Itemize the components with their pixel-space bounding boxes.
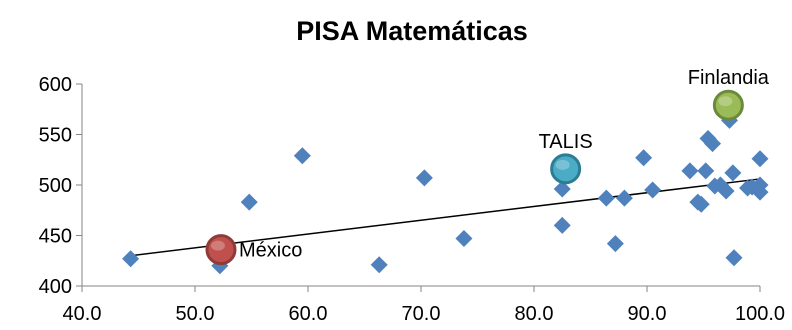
data-point (751, 150, 769, 168)
y-tick-label: 400 (39, 276, 72, 298)
data-point (615, 189, 633, 207)
data-point (455, 230, 473, 248)
highlight-shine (210, 240, 225, 251)
data-point (751, 176, 769, 194)
data-point (724, 164, 742, 182)
x-tick-label: 100.0 (735, 303, 785, 325)
data-point (293, 147, 311, 165)
data-point (370, 256, 388, 274)
highlight-label: Finlandia (688, 67, 770, 89)
highlight-points: México TALIS Finlandia (205, 67, 770, 266)
x-tick-label: 70.0 (402, 303, 441, 325)
highlight-shine (555, 159, 570, 170)
data-point (553, 180, 571, 198)
highlight-label: México (239, 240, 302, 262)
data-point (725, 249, 743, 267)
data-point (692, 195, 710, 213)
data-point (681, 162, 699, 180)
x-tick-label: 50.0 (176, 303, 215, 325)
highlight-point (550, 153, 582, 185)
highlight-shine (718, 96, 733, 107)
y-tick-label: 600 (39, 74, 72, 96)
data-point (415, 169, 433, 187)
data-point (644, 181, 662, 199)
highlight-point (205, 234, 237, 266)
data-point (122, 250, 140, 268)
chart-title: PISA Matemáticas (296, 16, 528, 46)
x-tick-label: 40.0 (63, 303, 102, 325)
highlight-label: TALIS (539, 131, 593, 153)
data-point (240, 193, 258, 211)
x-tick-label: 90.0 (628, 303, 667, 325)
data-point (553, 216, 571, 234)
axes: 400 450 500 550 600 40.0 50.0 60.0 70.0 80.0 90.0 1… (39, 74, 785, 325)
y-tick-label: 450 (39, 226, 72, 248)
data-point (597, 189, 615, 207)
data-point (635, 149, 653, 167)
data-point (606, 235, 624, 253)
x-tick-label: 80.0 (515, 303, 554, 325)
data-point (717, 182, 735, 200)
data-points (122, 111, 769, 275)
highlight-point (712, 89, 744, 121)
data-point (704, 135, 722, 153)
x-tick-label: 60.0 (289, 303, 328, 325)
data-point (697, 162, 715, 180)
y-tick-label: 550 (39, 125, 72, 147)
y-tick-label: 500 (39, 175, 72, 197)
